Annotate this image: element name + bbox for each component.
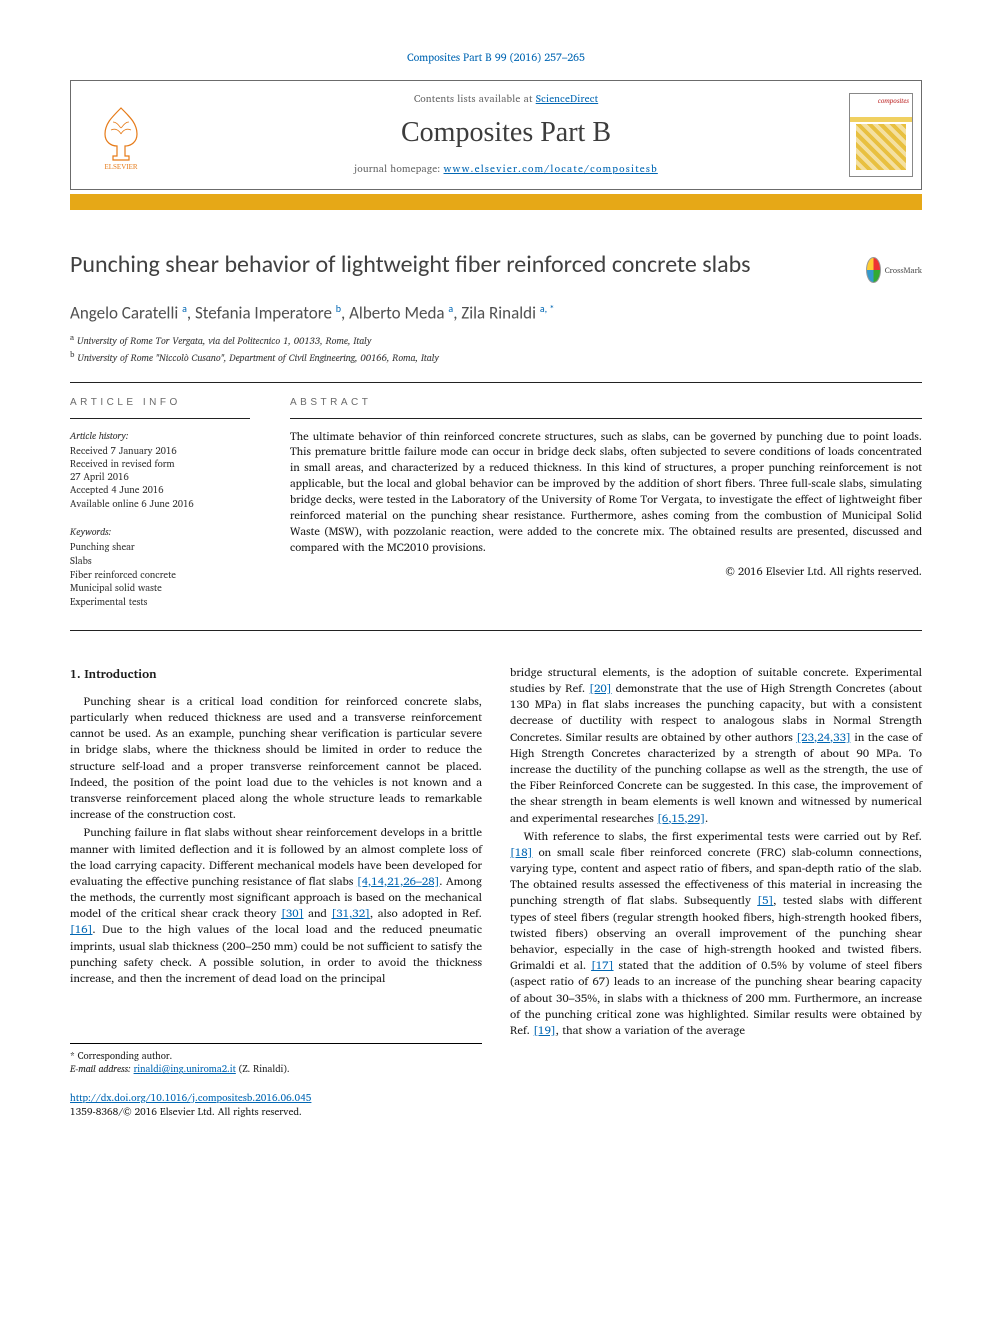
affiliation-b: b University of Rome "Niccolò Cusano", D… <box>70 349 922 366</box>
intro-p4: With reference to slabs, the first exper… <box>510 829 922 1039</box>
ref-19[interactable]: [19] <box>533 1021 555 1040</box>
intro-p1: Punching shear is a critical load condit… <box>70 694 482 824</box>
info-rule <box>70 418 250 419</box>
keyword-0: Punching shear <box>70 541 250 555</box>
cover-label: composites <box>878 96 909 107</box>
intro-p2: Punching failure in flat slabs without s… <box>70 825 482 987</box>
p2-seg-e: . Due to the high values of the local lo… <box>70 920 482 988</box>
keyword-2: Fiber reinforced concrete <box>70 569 250 583</box>
intro-p3: bridge structural elements, is the adopt… <box>510 665 922 827</box>
history-2: 27 April 2016 <box>70 471 250 484</box>
history-3: Accepted 4 June 2016 <box>70 484 250 497</box>
sciencedirect-link[interactable]: ScienceDirect <box>536 91 599 107</box>
email-label: E-mail address: <box>70 1062 134 1077</box>
crossmark-badge[interactable]: CrossMark <box>866 250 922 290</box>
issn-copyright: 1359-8368/© 2016 Elsevier Ltd. All right… <box>70 1105 922 1119</box>
homepage-prefix: journal homepage: <box>354 161 443 177</box>
citation-line: Composites Part B 99 (2016) 257–265 <box>70 48 922 66</box>
email-who: (Z. Rinaldi). <box>236 1062 290 1077</box>
p3-seg-d: . <box>705 809 708 828</box>
corresponding-author: * Corresponding author. <box>70 1050 482 1063</box>
body-columns: 1. Introduction Punching shear is a crit… <box>70 665 922 1077</box>
article-info-column: ARTICLE INFO Article history: Received 7… <box>70 397 250 610</box>
contents-prefix: Contents lists available at <box>414 91 536 107</box>
crossmark-icon <box>866 257 881 283</box>
affiliation-a: a University of Rome Tor Vergata, via de… <box>70 332 922 349</box>
ref-6-15-29[interactable]: [6,15,29] <box>657 809 705 828</box>
abstract-column: ABSTRACT The ultimate behavior of thin r… <box>290 397 922 610</box>
abstract-text: The ultimate behavior of thin reinforced… <box>290 429 922 556</box>
abstract-rule <box>290 418 922 419</box>
history-label: Article history: <box>70 429 250 444</box>
article-info-head: ARTICLE INFO <box>70 397 250 408</box>
body-col-right: bridge structural elements, is the adopt… <box>510 665 922 1077</box>
history-0: Received 7 January 2016 <box>70 445 250 458</box>
history-4: Available online 6 June 2016 <box>70 498 250 511</box>
email-link[interactable]: rinaldi@ing.uniroma2.it <box>134 1062 236 1077</box>
publisher-logo: ELSEVIER <box>71 81 171 189</box>
section-1-heading: 1. Introduction <box>70 665 482 684</box>
rule-bottom <box>70 630 922 631</box>
authors-line: Angelo Caratelli a, Stefania Imperatore … <box>70 302 922 324</box>
homepage-link[interactable]: www.elsevier.com/locate/compositesb <box>444 161 658 177</box>
svg-text:ELSEVIER: ELSEVIER <box>104 163 137 170</box>
elsevier-tree-icon: ELSEVIER <box>91 100 151 170</box>
copyright-line: © 2016 Elsevier Ltd. All rights reserved… <box>290 562 922 580</box>
journal-title: Composites Part B <box>179 117 833 149</box>
affil-a-text: University of Rome Tor Vergata, via del … <box>77 334 372 349</box>
p4-seg-e: , that show a variation of the average <box>556 1021 745 1040</box>
history-1: Received in revised form <box>70 458 250 471</box>
doi-block: http://dx.doi.org/10.1016/j.compositesb.… <box>70 1091 922 1119</box>
gold-divider-bar <box>70 194 922 210</box>
rule-top <box>70 382 922 383</box>
abstract-head: ABSTRACT <box>290 397 922 408</box>
article-title: Punching shear behavior of lightweight f… <box>70 250 854 280</box>
keywords-label: Keywords: <box>70 525 250 540</box>
keyword-1: Slabs <box>70 555 250 569</box>
journal-cover-thumb: composites <box>849 93 913 177</box>
journal-header: ELSEVIER Contents lists available at Sci… <box>70 80 922 190</box>
keyword-4: Experimental tests <box>70 596 250 610</box>
body-col-left: 1. Introduction Punching shear is a crit… <box>70 665 482 1077</box>
contents-available: Contents lists available at ScienceDirec… <box>179 91 833 107</box>
affil-b-text: University of Rome "Niccolò Cusano", Dep… <box>77 351 439 366</box>
journal-homepage: journal homepage: www.elsevier.com/locat… <box>179 161 833 177</box>
affiliations: a University of Rome Tor Vergata, via de… <box>70 332 922 366</box>
email-line: E-mail address: rinaldi@ing.uniroma2.it … <box>70 1063 482 1076</box>
footnotes: * Corresponding author. E-mail address: … <box>70 1043 482 1077</box>
keyword-3: Municipal solid waste <box>70 582 250 596</box>
crossmark-label: CrossMark <box>885 263 922 277</box>
